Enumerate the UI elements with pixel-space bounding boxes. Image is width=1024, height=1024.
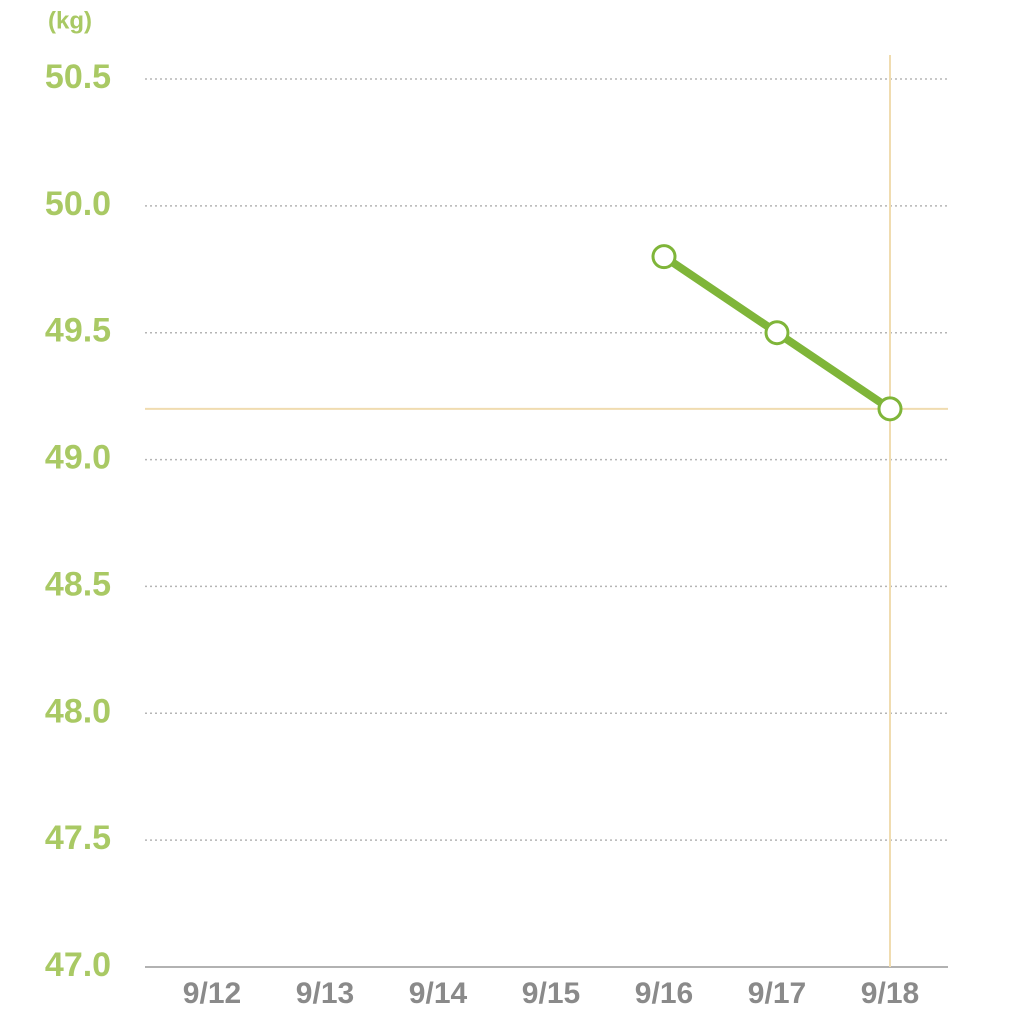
y-tick-label: 47.5: [45, 819, 111, 857]
x-tick-label: 9/16: [635, 977, 693, 1010]
point: [877, 396, 903, 422]
y-tick-label: 47.0: [45, 946, 111, 984]
x-tick-label: 9/15: [522, 977, 580, 1010]
point: [764, 320, 790, 346]
y-tick-label: 49.5: [45, 312, 111, 350]
x-tick-label: 9/17: [748, 977, 806, 1010]
x-tick-label: 9/14: [409, 977, 468, 1010]
x-tick-label: 9/13: [296, 977, 354, 1010]
y-tick-label: 50.0: [45, 185, 111, 223]
y-tick-label: 48.5: [45, 565, 111, 603]
y-tick-label: 49.0: [45, 439, 111, 477]
point: [651, 244, 677, 270]
y-tick-label: 50.5: [45, 58, 111, 96]
x-tick-label: 9/18: [861, 977, 919, 1010]
y-axis-label: (kg): [48, 7, 92, 34]
x-tick-label: 9/12: [183, 977, 241, 1010]
y-tick-label: 48.0: [45, 692, 111, 730]
